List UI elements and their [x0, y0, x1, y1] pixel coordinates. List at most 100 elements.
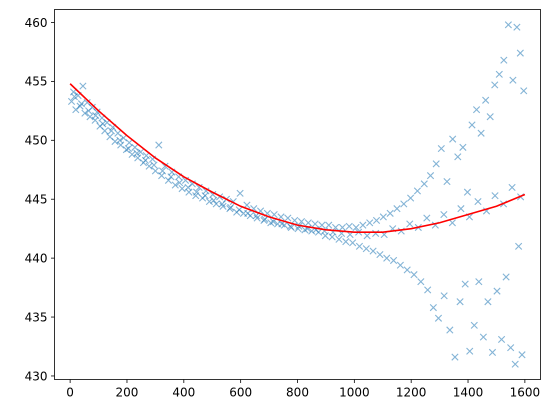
- x-tick-label: 800: [286, 386, 309, 400]
- data-point: [515, 242, 523, 250]
- data-point: [125, 139, 133, 147]
- data-point: [253, 214, 261, 222]
- data-point: [79, 82, 87, 90]
- data-point: [304, 219, 312, 227]
- chart-marks: [67, 21, 528, 368]
- data-point: [171, 181, 179, 189]
- data-point: [212, 200, 220, 208]
- data-point: [161, 162, 169, 170]
- data-point: [432, 160, 440, 168]
- data-point: [495, 70, 503, 78]
- data-point: [491, 192, 499, 200]
- data-point: [443, 177, 451, 186]
- data-point: [184, 183, 192, 192]
- data-point: [67, 97, 76, 105]
- x-tick-label: 1000: [339, 386, 370, 400]
- chart-axes: 0 200 400 600 800 1000 1200 1400 1600 430 435 440 44…: [25, 9, 541, 400]
- data-point: [362, 245, 370, 253]
- data-point: [372, 229, 380, 237]
- data-point: [434, 314, 443, 322]
- data-point: [376, 251, 384, 259]
- data-point: [236, 189, 244, 197]
- data-point: [261, 215, 269, 223]
- data-point: [372, 216, 381, 225]
- data-point: [493, 287, 501, 295]
- data-point: [449, 135, 457, 143]
- data-point: [482, 96, 490, 104]
- data-point: [440, 292, 448, 300]
- data-point: [119, 134, 128, 142]
- data-point: [446, 326, 454, 334]
- data-point: [423, 214, 431, 222]
- data-point: [389, 256, 398, 265]
- data-point: [114, 129, 122, 137]
- data-point: [201, 192, 209, 200]
- plot-area: [67, 21, 528, 368]
- data-point: [472, 106, 481, 114]
- data-point: [352, 223, 360, 232]
- data-point: [284, 214, 292, 222]
- data-point: [175, 179, 184, 187]
- data-point: [124, 144, 132, 153]
- data-point: [459, 143, 467, 151]
- data-point: [403, 266, 411, 274]
- x-tick-label: 1600: [510, 386, 541, 400]
- data-point: [456, 298, 464, 306]
- data-point: [504, 21, 512, 29]
- data-point: [193, 188, 201, 196]
- data-point: [86, 113, 94, 121]
- data-point: [70, 93, 78, 101]
- data-point: [511, 360, 519, 368]
- data-point: [209, 190, 217, 199]
- data-point: [164, 176, 173, 184]
- data-point: [107, 127, 115, 135]
- data-point: [379, 213, 387, 221]
- data-point: [155, 141, 163, 149]
- data-point: [477, 129, 485, 137]
- data-point: [77, 100, 86, 108]
- x-tick-label: 200: [116, 386, 139, 400]
- data-point: [195, 183, 203, 192]
- data-point: [311, 220, 319, 228]
- data-point: [101, 127, 109, 135]
- data-point: [167, 173, 175, 181]
- data-point: [463, 188, 472, 196]
- y-tick-label: 435: [25, 310, 48, 324]
- data-point: [345, 222, 353, 230]
- data-point: [92, 111, 100, 120]
- data-point: [406, 220, 414, 228]
- data-point: [133, 149, 141, 157]
- fit-line: [69, 83, 526, 234]
- y-tick-label: 450: [25, 134, 48, 148]
- x-tick-label: 400: [172, 386, 195, 400]
- data-point: [366, 219, 374, 227]
- data-point: [131, 143, 139, 151]
- data-point: [475, 278, 483, 286]
- data-point: [150, 161, 158, 169]
- data-point: [417, 278, 425, 286]
- data-point: [461, 280, 469, 288]
- data-point: [420, 180, 428, 188]
- data-point: [355, 242, 364, 250]
- data-point: [497, 335, 506, 344]
- data-point: [426, 172, 435, 180]
- data-point: [508, 183, 516, 192]
- data-point: [369, 247, 377, 255]
- data-point: [454, 153, 462, 161]
- data-point: [359, 221, 367, 229]
- data-point: [141, 156, 150, 164]
- data-point: [410, 271, 418, 279]
- data-point: [509, 76, 517, 84]
- x-tick-label: 1200: [396, 386, 427, 400]
- y-tick-label: 460: [25, 16, 48, 30]
- data-point: [308, 227, 316, 235]
- data-point: [518, 351, 526, 359]
- data-point: [85, 107, 93, 115]
- data-point: [396, 261, 404, 269]
- data-point: [484, 298, 492, 306]
- data-point: [297, 218, 306, 226]
- data-point: [413, 187, 422, 195]
- data-point: [500, 56, 508, 64]
